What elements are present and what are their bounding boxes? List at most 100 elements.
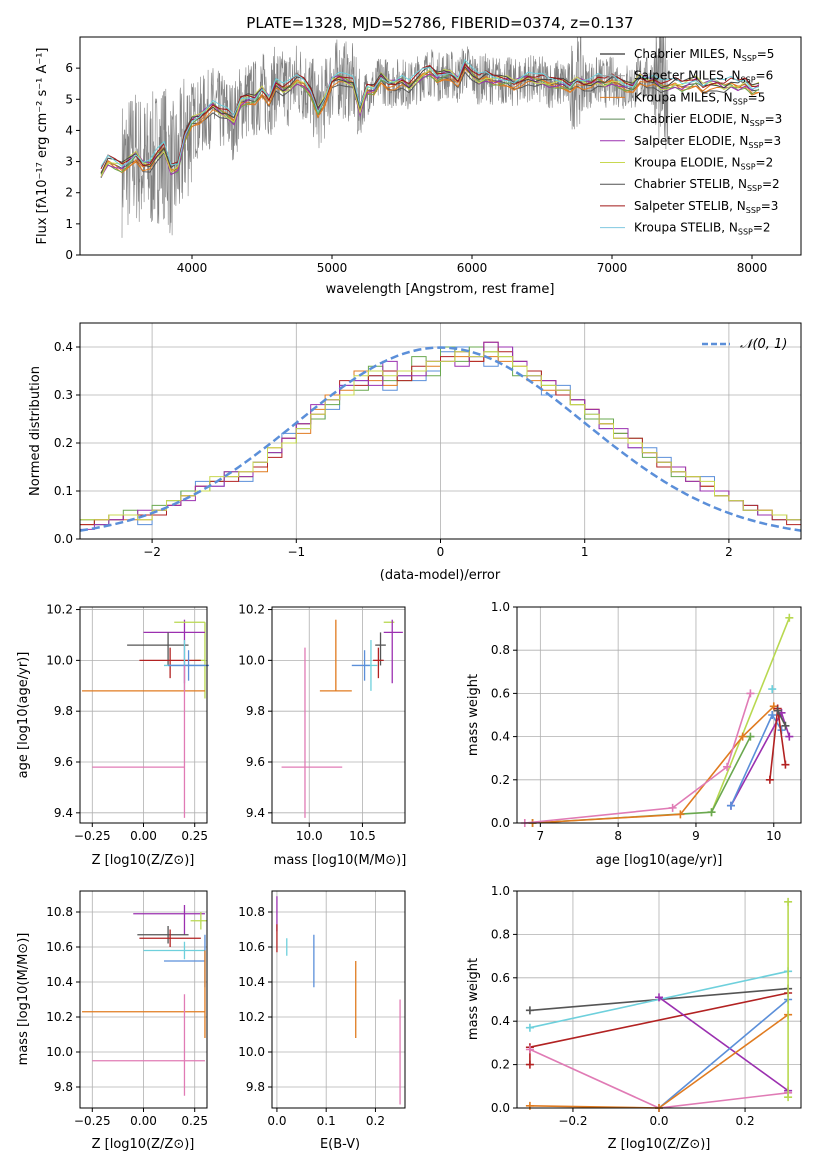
y-tick-label-4: 0.4	[54, 340, 73, 354]
y-tick-label-3: 0.6	[491, 686, 510, 700]
y-tick-label-2: 10.2	[46, 1010, 73, 1024]
x-tick-label-2: 0	[437, 545, 445, 559]
model-spectrum-8	[100, 58, 760, 168]
legend-label-4: Salpeter ELODIE, NSSP=3	[634, 134, 781, 150]
y-tick-label-5: 5	[65, 92, 73, 106]
x-tick-label-0: 4000	[177, 261, 208, 275]
weight-marker-6-2	[781, 760, 790, 769]
weight-marker-0-1	[785, 613, 794, 622]
y-tick-label-5: 1.0	[491, 884, 510, 898]
legend-label-normal: 𝒩(0, 1)	[740, 337, 787, 352]
y-tick-label-4: 10.6	[46, 940, 73, 954]
axes-frame	[271, 606, 406, 824]
y-tick-label-4: 10.6	[238, 940, 265, 954]
y-tick-label-0: 9.8	[246, 1080, 265, 1094]
weight-marker-8-1	[781, 721, 790, 730]
y-tick-label-3: 10.0	[238, 653, 265, 667]
x-tick-label-1: 5000	[317, 261, 348, 275]
x-axis-label: (data-model)/error	[380, 568, 501, 583]
x-tick-label-0: 7	[537, 829, 545, 843]
weight-marker-5-0	[726, 801, 735, 810]
y-tick-label-2: 10.2	[238, 1010, 265, 1024]
x-tick-label-1: 0.0	[649, 1114, 668, 1128]
weight-marker-3-1	[668, 803, 677, 812]
y-axis-label: mass weight	[466, 958, 481, 1040]
residuals-panel: −2 −1 0 1 2 0.0 0.1 0.2 0.3 0.4 𝒩(0, 1) (data-model…	[28, 322, 802, 583]
weight-marker-5-1	[768, 711, 777, 719]
weight-vs-age-panel: 7 8 9 10 0.0 0.2 0.4 0.6 0.8 1.0 age [log10(age/yr…	[466, 600, 802, 868]
x-tick-label-0: −0.25	[74, 1114, 111, 1128]
y-tick-label-1: 9.6	[54, 755, 73, 769]
y-tick-label-5: 10.8	[46, 905, 73, 919]
y-tick-label-6: 6	[65, 61, 73, 75]
legend-label-8: Kroupa STELIB, NSSP=2	[634, 221, 771, 237]
y-tick-label-4: 10.2	[238, 603, 265, 617]
axes-frame	[79, 36, 802, 256]
legend-label-5: Kroupa ELODIE, NSSP=2	[634, 156, 773, 172]
y-tick-label-0: 0.0	[491, 1101, 510, 1115]
x-axis-label: Z [log10(Z/Z⊙)]	[608, 1137, 711, 1152]
legend-label-1: Salpeter MILES, NSSP=6	[634, 69, 773, 85]
x-tick-label-2: 0.25	[181, 1114, 208, 1128]
observed-spectrum	[121, 37, 669, 238]
x-tick-label-3: 1	[581, 545, 589, 559]
model-spectrum-1	[100, 68, 760, 174]
y-tick-label-0: 0.0	[54, 532, 73, 546]
weight-marker-1-1	[707, 808, 716, 817]
weight-marker-8-0	[773, 706, 782, 715]
y-tick-label-2: 0.4	[491, 1014, 510, 1028]
weight-line-0	[710, 617, 791, 813]
y-tick-label-2: 9.8	[246, 704, 265, 718]
x-tick-label-0: −0.2	[558, 1114, 587, 1128]
y-tick-label-1: 0.1	[54, 484, 73, 498]
weight-marker-0-0	[525, 1006, 534, 1015]
axes-frame	[271, 890, 406, 1109]
y-tick-label-5: 10.8	[238, 905, 265, 919]
x-axis-label: E(B-V)	[320, 1137, 360, 1152]
axes-frame	[79, 322, 802, 540]
y-tick-label-5: 1.0	[491, 600, 510, 614]
weight-marker-2-1	[676, 810, 685, 819]
mass-vs-ebv-panel: 0.0 0.1 0.2 9.8 10.0 10.2 10.4 10.6 10.8 E(B-V)	[238, 890, 406, 1152]
weight-line-8	[776, 710, 787, 727]
weight-marker-7-0	[768, 685, 777, 694]
weight-marker-6-0	[765, 775, 774, 784]
x-tick-label-0: 0.0	[267, 1114, 286, 1128]
y-tick-label-3: 3	[65, 155, 73, 169]
weight-marker-3-3	[746, 689, 755, 698]
x-tick-label-1: 10.5	[349, 829, 376, 843]
spectrum-plot-area	[100, 37, 760, 238]
y-axis-label: mass weight	[466, 674, 481, 756]
x-tick-label-3: 10	[766, 829, 781, 843]
model-spectrum-4	[100, 62, 760, 178]
y-tick-label-0: 0	[65, 248, 73, 262]
model-spectrum-7	[100, 63, 760, 170]
y-tick-label-4: 4	[65, 123, 73, 137]
x-tick-label-3: 7000	[597, 261, 628, 275]
y-tick-label-1: 10.0	[238, 1045, 265, 1059]
weight-line-4	[658, 996, 789, 1092]
y-tick-label-1: 9.6	[246, 755, 265, 769]
y-tick-label-4: 0.8	[491, 643, 510, 657]
legend-label-2: Kroupa MILES, NSSP=5	[634, 90, 765, 106]
weight-line-3	[524, 693, 752, 824]
x-tick-label-0: 10.0	[296, 829, 323, 843]
y-tick-label-2: 9.8	[54, 704, 73, 718]
axes-frame	[79, 890, 208, 1109]
weight-marker-3-2	[723, 762, 732, 771]
x-tick-label-1: 0.00	[130, 829, 157, 843]
axes-frame	[516, 606, 802, 824]
y-tick-label-3: 0.3	[54, 388, 73, 402]
y-tick-label-0: 0.0	[491, 816, 510, 830]
axes-frame	[79, 606, 208, 824]
legend-label-7: Salpeter STELIB, NSSP=3	[634, 199, 778, 215]
histogram-series-5	[80, 351, 801, 521]
weight-marker-3-0	[525, 1045, 534, 1054]
y-tick-label-1: 10.0	[46, 1045, 73, 1059]
y-tick-label-1: 0.2	[491, 1058, 510, 1072]
x-tick-label-2: 0.2	[736, 1114, 755, 1128]
x-tick-label-2: 9	[692, 829, 700, 843]
weight-marker-2-0	[525, 1060, 534, 1069]
x-tick-label-1: 0.1	[317, 1114, 336, 1128]
